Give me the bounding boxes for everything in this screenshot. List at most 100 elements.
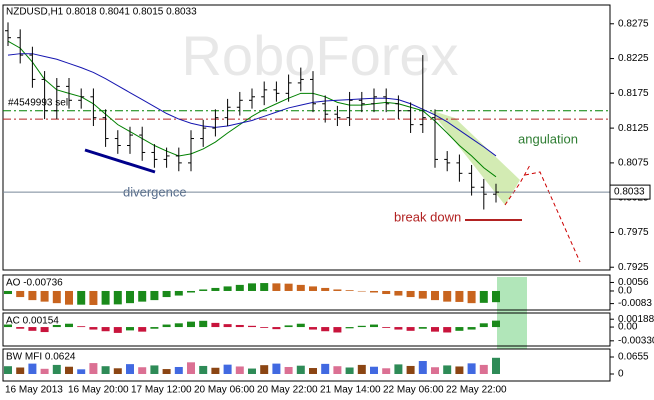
y-tick-label: 0.7975 <box>618 227 649 238</box>
y-tick-label: -0.00330 <box>618 335 654 346</box>
indicator-bar <box>406 290 415 298</box>
annotation: angulation <box>518 131 578 146</box>
indicator-bar <box>260 365 269 374</box>
indicator-bar <box>16 367 25 374</box>
indicator-bar <box>199 365 208 374</box>
indicator-bar <box>321 327 330 332</box>
indicator-label: BW MFI 0.0624 <box>6 352 76 363</box>
y-tick-label: 0.8125 <box>618 123 649 134</box>
indicator-bar <box>77 326 86 328</box>
indicator-bar <box>431 327 439 332</box>
indicator-bar <box>357 364 366 374</box>
annotation: break down <box>394 209 461 224</box>
indicator-bar <box>272 363 281 374</box>
indicator-bar <box>345 367 354 374</box>
indicator-bar <box>479 364 488 374</box>
y-tick-label: 0.8225 <box>618 53 649 64</box>
header: NZDUSD,H1 0.8018 0.8041 0.8015 0.8033 <box>6 7 197 18</box>
projection <box>524 171 581 263</box>
indicator-bar <box>333 366 342 374</box>
indicator-bar <box>101 290 110 305</box>
indicator-bar <box>272 283 281 291</box>
indicator-bar <box>52 324 61 328</box>
indicator-bar <box>223 364 232 374</box>
y-tick-label: 0 <box>618 369 624 380</box>
indicator-bar <box>235 366 244 374</box>
y-tick-label: 0.001885 <box>618 314 654 325</box>
y-tick-label: 0.8275 <box>618 18 649 29</box>
indicator-bar <box>138 290 147 302</box>
indicator-bar <box>455 327 464 331</box>
indicator-bar <box>150 365 159 374</box>
indicator-bar <box>406 365 415 374</box>
indicator-bar <box>394 327 403 330</box>
y-tick-label: 0.0 <box>618 286 632 297</box>
indicator-bar <box>260 327 269 328</box>
indicator-bar <box>16 327 25 329</box>
x-tick-label: 16 May 2013 <box>5 385 63 396</box>
indicator-bar <box>65 323 73 328</box>
indicator-bar <box>52 290 61 304</box>
indicator-bar <box>248 325 256 328</box>
indicator-bar <box>296 323 305 328</box>
x-tick-label: 22 May 06:00 <box>383 385 444 396</box>
indicator-bar <box>479 290 488 303</box>
x-tick-label: 20 May 06:00 <box>194 385 255 396</box>
y-tick-label: 0.00 <box>618 322 638 333</box>
indicator-bar <box>333 289 342 291</box>
indicator-bar <box>418 327 427 329</box>
indicator-bar <box>126 364 134 374</box>
indicator-bar <box>284 366 293 374</box>
panel-frame <box>2 312 611 347</box>
indicator-bar <box>309 327 317 330</box>
indicator-bar <box>4 324 12 328</box>
indicator-bar <box>467 290 476 304</box>
angulation-zone <box>430 110 520 205</box>
watermark: RoboForex <box>181 24 458 87</box>
indicator-bar <box>296 284 305 291</box>
indicator-bar <box>40 290 49 302</box>
indicator-bar <box>162 290 171 298</box>
indicator-label: AO -0.00736 <box>6 278 63 289</box>
indicator-bar <box>406 327 415 331</box>
indicator-bar <box>467 327 476 330</box>
indicator-bar <box>4 290 12 295</box>
indicator-bar <box>28 290 37 301</box>
indicator-bar <box>394 364 403 374</box>
indicator-bar <box>101 327 110 332</box>
indicator-bar <box>248 283 256 291</box>
indicator-bar <box>126 327 134 331</box>
indicator-bar <box>174 290 183 296</box>
y-tick-label: 0.0655 <box>618 352 649 363</box>
indicator-bar <box>199 320 208 328</box>
indicator-bar <box>235 284 244 291</box>
indicator-bar <box>40 327 49 333</box>
indicator-bar <box>113 368 122 374</box>
indicator-bar <box>150 327 159 329</box>
indicator-bar <box>370 290 378 293</box>
indicator-bar <box>309 286 317 291</box>
indicator-bar <box>418 361 427 374</box>
moving-average <box>7 53 497 157</box>
order-label: #4549993 sell <box>8 98 70 109</box>
indicator-bar <box>113 327 122 333</box>
indicator-bar <box>321 363 330 374</box>
projection <box>504 164 531 206</box>
indicator-bar <box>187 290 195 293</box>
indicator-bar <box>16 290 25 298</box>
indicator-bar <box>382 368 391 374</box>
indicator-bar <box>89 327 98 330</box>
indicator-bar <box>394 290 403 296</box>
indicator-bar <box>321 287 330 291</box>
y-tick-label: 0.7925 <box>618 262 649 273</box>
panel-frame <box>2 348 611 382</box>
indicator-bar <box>162 369 171 374</box>
indicator-bar <box>296 365 305 374</box>
indicator-bar <box>126 290 134 304</box>
divergence-line <box>84 148 156 174</box>
indicator-bar <box>345 290 354 291</box>
indicator-bar <box>162 324 171 328</box>
price-label: 0.8033 <box>614 187 645 198</box>
